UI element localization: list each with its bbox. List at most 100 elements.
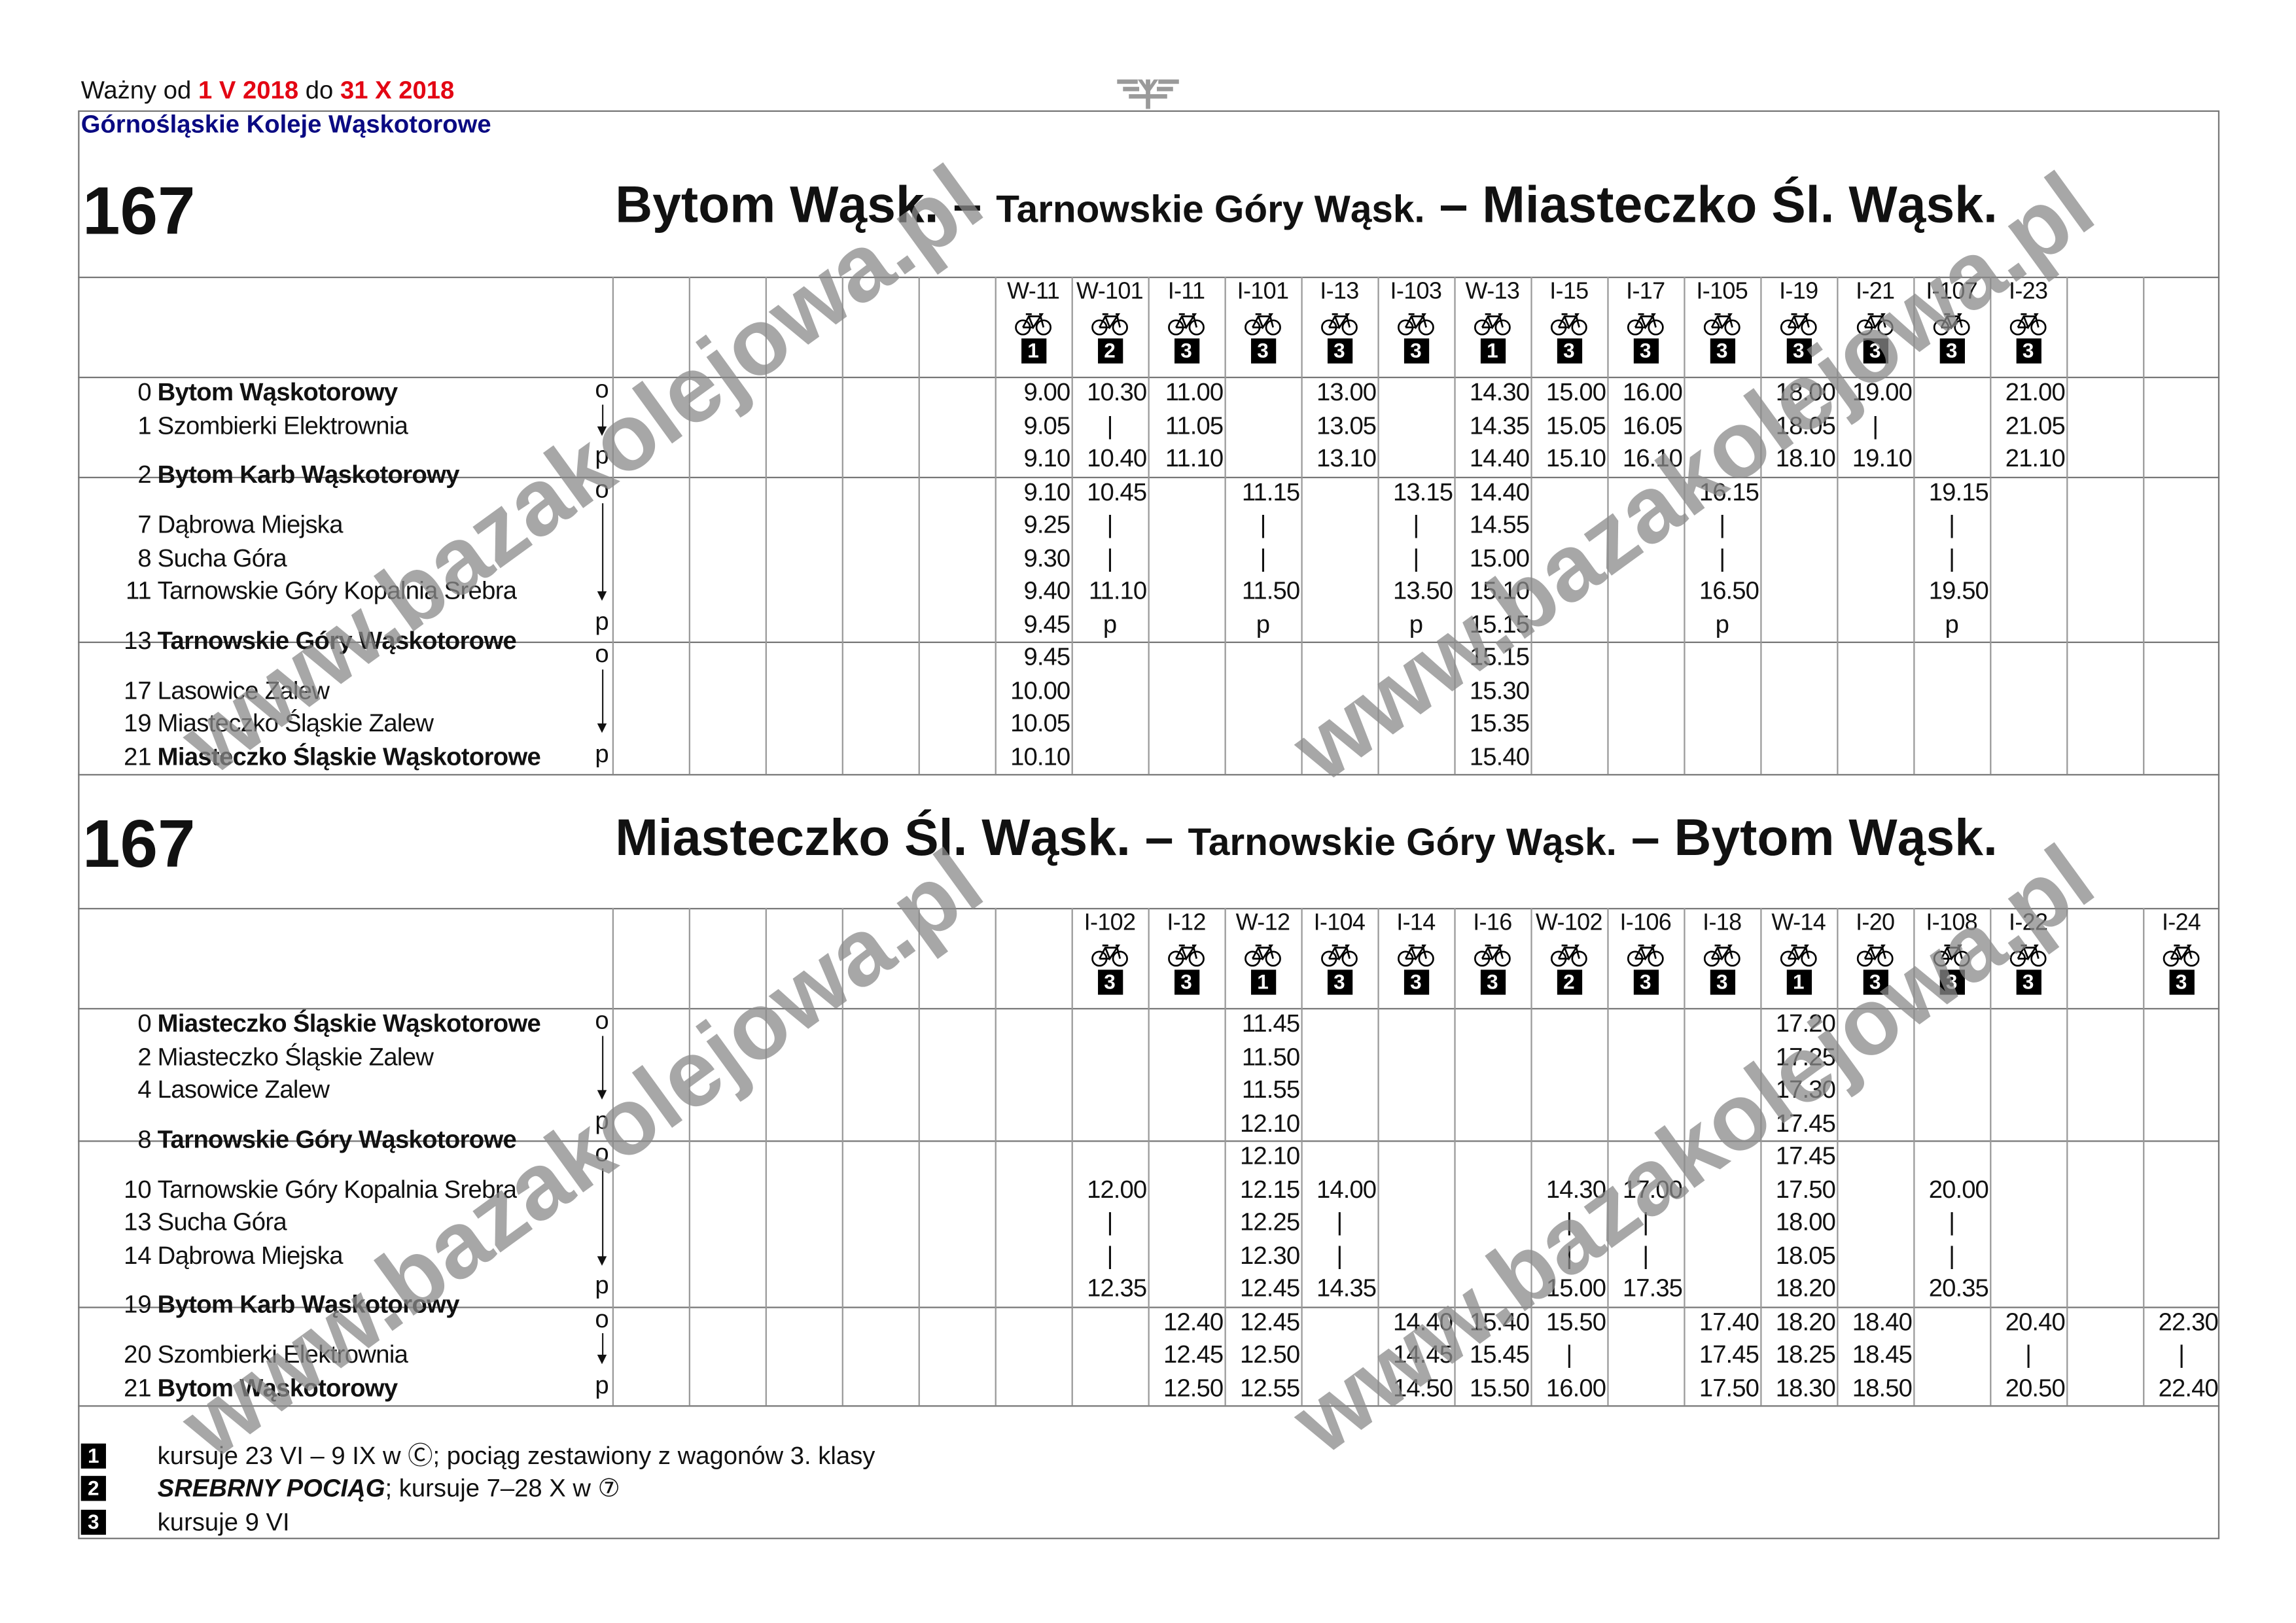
- time-cell: 14.30: [1469, 378, 1530, 406]
- train-header: I-15 3: [1530, 278, 1607, 365]
- validity-mid: do: [305, 76, 334, 105]
- time-cell: 10.05: [1010, 709, 1070, 737]
- train-number: [2066, 278, 2143, 307]
- route-from: Bytom Wąsk.: [615, 176, 939, 234]
- station-km: 2: [137, 1042, 152, 1071]
- time-cell: 15.10: [1469, 576, 1530, 605]
- time-cell: 12.00: [1087, 1175, 1147, 1203]
- time-cell: 10.30: [1087, 378, 1147, 406]
- train-number: I-105: [1696, 279, 1748, 305]
- bicycle-icon: [2163, 944, 2200, 967]
- column-divider: [1760, 907, 1762, 1406]
- train-number: [689, 909, 766, 939]
- column-divider: [918, 907, 920, 1406]
- time-cell: 12.50: [1163, 1373, 1224, 1402]
- train-number: I-13: [1320, 279, 1359, 305]
- time-cell: 9.30: [1023, 544, 1070, 572]
- route-to: Miasteczko Śl. Wąsk.: [1482, 176, 1998, 234]
- time-cell: 15.10: [1545, 444, 1606, 473]
- train-number: I-15: [1549, 279, 1589, 305]
- station-name: Lasowice Zalew: [157, 676, 330, 705]
- time-cell: 21.00: [2005, 378, 2066, 406]
- column-divider: [918, 276, 920, 775]
- time-cell: 18.30: [1775, 1373, 1836, 1402]
- station-name: Szombierki Elektrownia: [157, 411, 408, 440]
- column-divider: [1148, 276, 1150, 775]
- time-cell: 18.05: [1775, 1241, 1836, 1270]
- departure-marker: o: [595, 1139, 609, 1167]
- bicycle-icon: [1398, 313, 1434, 336]
- column-divider: [1148, 907, 1150, 1406]
- train-number: I-103: [1390, 279, 1442, 305]
- passes-without-stop: |: [1106, 1241, 1114, 1270]
- column-divider: [1071, 907, 1073, 1406]
- time-cell: 18.50: [1852, 1373, 1913, 1402]
- train-number: I-20: [1856, 911, 1895, 936]
- passes-without-stop: |: [1260, 510, 1266, 539]
- train-header: I-23 3: [1990, 278, 2066, 365]
- footnote-badge: 3: [1709, 338, 1735, 364]
- footnote-badge: 3: [1939, 969, 1964, 995]
- station-name: Bytom Karb Wąskotorowy: [157, 1291, 460, 1319]
- time-cell: 19.00: [1852, 378, 1913, 406]
- station-name: Bytom Wąskotorowy: [157, 378, 398, 406]
- footnote-body: ; kursuje 7–28 X w ⑦: [385, 1474, 620, 1503]
- time-cell: 18.20: [1775, 1307, 1836, 1336]
- departure-marker: o: [595, 1304, 609, 1333]
- station-name: Dąbrowa Miejska: [157, 1241, 344, 1270]
- route-sep1: –: [1144, 809, 1174, 867]
- time-cell: 9.45: [1023, 610, 1070, 638]
- time-cell: 11.05: [1165, 411, 1224, 440]
- time-cell: 20.40: [2005, 1307, 2066, 1336]
- train-number: I-19: [1779, 279, 1818, 305]
- arrival-marker: p: [1103, 610, 1117, 638]
- time-cell: 14.35: [1469, 411, 1530, 440]
- bicycle-icon: [1321, 944, 1358, 967]
- station-name: Szombierki Elektrownia: [157, 1340, 408, 1369]
- train-header: I-17 3: [1607, 278, 1684, 365]
- column-divider: [612, 276, 614, 775]
- time-cell: 16.50: [1699, 576, 1759, 605]
- station-km: 10: [124, 1175, 152, 1203]
- bicycle-icon: [1474, 313, 1511, 336]
- train-header: I-13 3: [1301, 278, 1377, 365]
- bicycle-icon: [1015, 313, 1051, 336]
- time-cell: 16.00: [1545, 1373, 1606, 1402]
- train-number: I-11: [1167, 279, 1205, 305]
- time-cell: 18.05: [1775, 411, 1836, 440]
- footnote-badge: 3: [1479, 969, 1506, 995]
- time-cell: 17.25: [1775, 1042, 1836, 1071]
- time-cell: 16.00: [1622, 378, 1683, 406]
- time-cell: 22.30: [2158, 1307, 2219, 1336]
- time-cell: 14.45: [1392, 1340, 1453, 1369]
- footnote-badge: 3: [2015, 969, 2041, 995]
- time-cell: 18.40: [1852, 1307, 1913, 1336]
- departure-marker: o: [595, 474, 609, 503]
- footnote-badge: 1: [1250, 969, 1276, 995]
- station-km: 1: [137, 411, 152, 440]
- time-cell: 18.10: [1775, 444, 1836, 473]
- station-km: 17: [124, 676, 152, 705]
- station-km: 0: [137, 1009, 152, 1038]
- station-name: Tarnowskie Góry Wąskotorowe: [157, 1125, 517, 1153]
- train-header: I-14 3: [1377, 909, 1454, 996]
- train-header: I-19 3: [1760, 278, 1837, 365]
- down-arrow-icon: ▼: [593, 1086, 610, 1104]
- column-divider: [1913, 907, 1915, 1406]
- train-number: W-12: [1235, 911, 1290, 936]
- train-number: I-22: [2009, 911, 2048, 936]
- time-cell: 12.45: [1163, 1340, 1224, 1369]
- time-cell: 15.50: [1545, 1307, 1606, 1336]
- time-cell: 16.10: [1622, 444, 1683, 473]
- station-km: 21: [124, 1373, 152, 1402]
- time-cell: 17.45: [1775, 1142, 1836, 1170]
- train-header: I-106 3: [1607, 909, 1684, 996]
- column-divider: [612, 907, 614, 1406]
- empty-column-header: [995, 909, 1072, 939]
- line-number: 167: [82, 805, 196, 882]
- passes-without-stop: |: [1872, 411, 1879, 440]
- footnote-badge: 3: [1862, 969, 1888, 995]
- train-number: I-16: [1473, 911, 1512, 936]
- time-cell: 14.40: [1469, 477, 1530, 506]
